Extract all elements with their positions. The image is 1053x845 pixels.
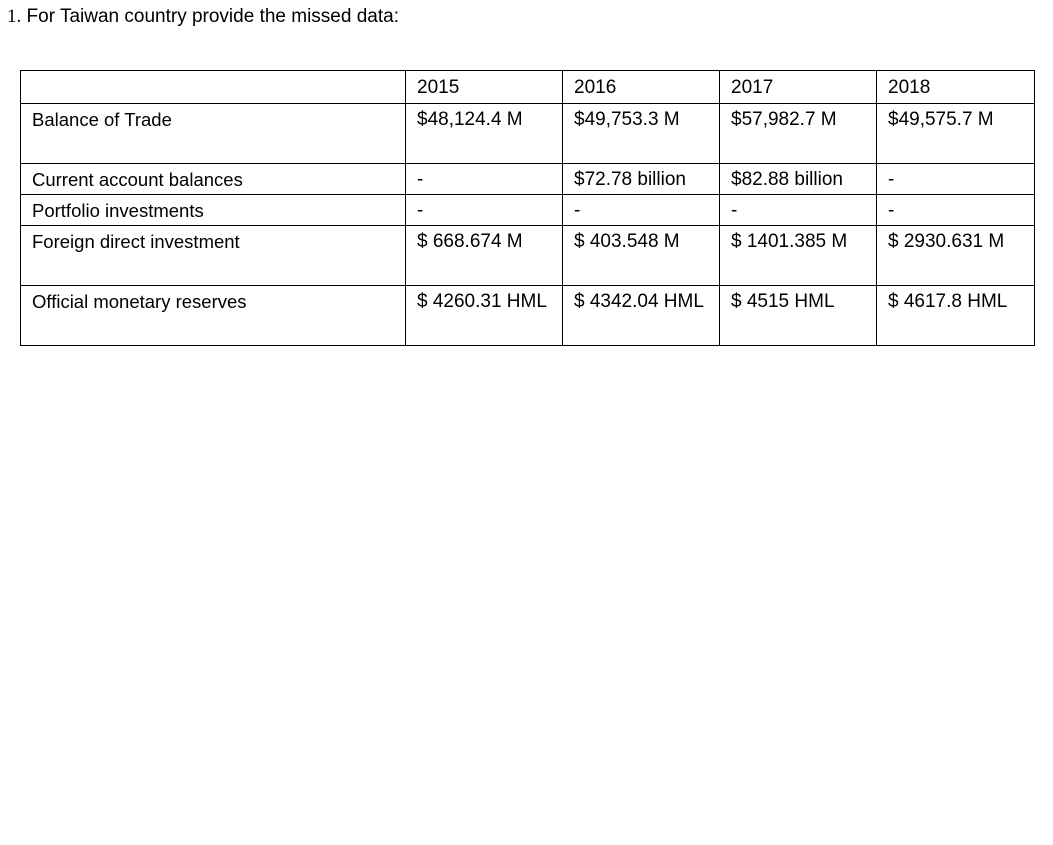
table-cell: $ 2930.631 M <box>876 225 1035 286</box>
table-cell: $48,124.4 M <box>405 103 563 164</box>
table-row-foreign-direct-investment: Foreign direct investment $ 668.674 M $ … <box>20 225 1035 286</box>
header-year-2015: 2015 <box>405 70 563 104</box>
table-cell: $82.88 billion <box>719 163 877 195</box>
header-year-2017: 2017 <box>719 70 877 104</box>
table-row-official-monetary-reserves: Official monetary reserves $ 4260.31 HML… <box>20 285 1035 346</box>
row-label: Portfolio investments <box>20 194 406 226</box>
table-cell: $ 403.548 M <box>562 225 720 286</box>
header-year-2018: 2018 <box>876 70 1035 104</box>
table-row-portfolio-investments: Portfolio investments - - - - <box>20 194 1035 226</box>
table-cell: $ 668.674 M <box>405 225 563 286</box>
table-cell: $49,753.3 M <box>562 103 720 164</box>
question-heading: 1. For Taiwan country provide the missed… <box>7 4 399 30</box>
row-label: Official monetary reserves <box>20 285 406 346</box>
header-empty-cell <box>20 70 406 104</box>
taiwan-data-table: 2015 2016 2017 2018 Balance of Trade $48… <box>20 70 1035 346</box>
table-cell: - <box>405 194 563 226</box>
table-cell: - <box>876 163 1035 195</box>
row-label: Foreign direct investment <box>20 225 406 286</box>
table-row-balance-of-trade: Balance of Trade $48,124.4 M $49,753.3 M… <box>20 103 1035 164</box>
table-cell: - <box>719 194 877 226</box>
table-cell: $57,982.7 M <box>719 103 877 164</box>
row-label: Balance of Trade <box>20 103 406 164</box>
table-cell: $ 4515 HML <box>719 285 877 346</box>
table-row-current-account-balances: Current account balances - $72.78 billio… <box>20 163 1035 195</box>
table-cell: - <box>562 194 720 226</box>
table-cell: $49,575.7 M <box>876 103 1035 164</box>
table-header-row: 2015 2016 2017 2018 <box>20 70 1035 104</box>
table-cell: - <box>405 163 563 195</box>
table-cell: $ 4617.8 HML <box>876 285 1035 346</box>
question-number: 1. <box>7 6 22 27</box>
header-year-2016: 2016 <box>562 70 720 104</box>
question-text: For Taiwan country provide the missed da… <box>26 6 399 27</box>
table-cell: - <box>876 194 1035 226</box>
table-cell: $ 4260.31 HML <box>405 285 563 346</box>
row-label: Current account balances <box>20 163 406 195</box>
table-cell: $72.78 billion <box>562 163 720 195</box>
table-cell: $ 1401.385 M <box>719 225 877 286</box>
table-cell: $ 4342.04 HML <box>562 285 720 346</box>
